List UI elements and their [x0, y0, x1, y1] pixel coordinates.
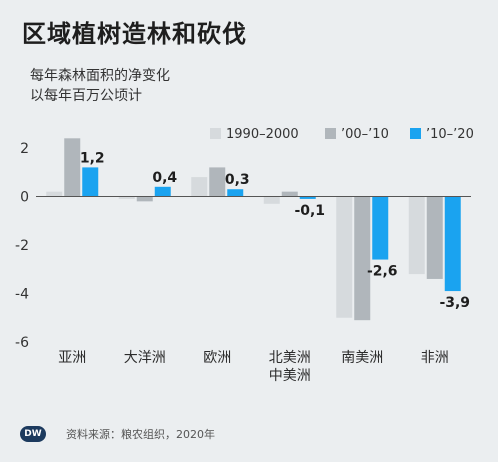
- y-tick-label: -2: [15, 238, 29, 254]
- bar: [444, 196, 461, 292]
- bar: [299, 196, 316, 199]
- bar: [426, 196, 443, 279]
- bar: [118, 196, 135, 199]
- data-label: -2,6: [367, 264, 398, 280]
- dw-logo: DW: [20, 426, 46, 442]
- bar: [136, 196, 153, 202]
- bar: [408, 196, 425, 275]
- bar: [191, 177, 208, 197]
- bar: [372, 196, 389, 260]
- y-tick-label: 2: [20, 141, 29, 157]
- data-label: 0,4: [152, 170, 177, 186]
- bar: [281, 191, 298, 197]
- bar: [354, 196, 371, 321]
- legend-swatch: [210, 128, 221, 139]
- bar: [64, 138, 81, 197]
- x-category-label: 亚洲: [58, 350, 86, 366]
- data-label: 1,2: [80, 150, 105, 166]
- x-category-label: 欧洲: [203, 350, 231, 366]
- x-category-label: 非洲: [421, 350, 449, 366]
- source-note: 资料来源：粮农组织，2020年: [66, 428, 215, 441]
- legend-label: 1990–2000: [226, 127, 299, 142]
- bar: [263, 196, 280, 204]
- bar: [227, 189, 244, 197]
- x-category-label: 大洋洲: [124, 350, 166, 366]
- bar: [154, 186, 171, 197]
- y-tick-label: 0: [20, 190, 29, 206]
- bar: [46, 191, 63, 197]
- bar: [209, 167, 226, 197]
- bar: [336, 196, 353, 318]
- data-label: -0,1: [294, 203, 325, 219]
- y-tick-label: -4: [15, 287, 29, 303]
- data-label: -3,9: [439, 295, 470, 311]
- data-label: 0,3: [225, 172, 250, 188]
- chart-subtitle: 每年森林面积的净变化 以每年百万公顷计: [30, 66, 170, 106]
- legend-label: ’10–’20: [426, 127, 474, 142]
- footer: DW 资料来源：粮农组织，2020年: [20, 426, 215, 442]
- bar: [82, 167, 99, 197]
- subtitle-line-1: 每年森林面积的净变化: [30, 68, 170, 84]
- legend-swatch: [325, 128, 336, 139]
- chart-title: 区域植树造林和砍伐: [22, 20, 247, 48]
- legend-swatch: [410, 128, 421, 139]
- x-category-label: 中美洲: [269, 368, 311, 384]
- y-tick-label: -6: [15, 335, 29, 351]
- x-category-label: 北美洲: [269, 350, 311, 366]
- subtitle-line-2: 以每年百万公顷计: [30, 88, 142, 104]
- x-category-label: 南美洲: [341, 350, 383, 366]
- legend-label: ’00–’10: [341, 127, 389, 142]
